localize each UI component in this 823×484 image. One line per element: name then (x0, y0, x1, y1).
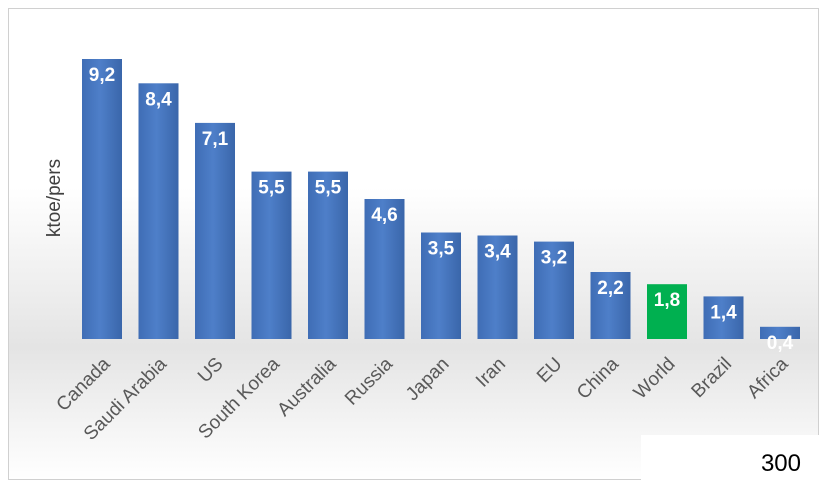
data-label-australia: 5,5 (315, 178, 342, 199)
data-label-canada: 9,2 (89, 65, 115, 86)
bar-africa (760, 326, 800, 339)
category-label-eu: EU (533, 354, 567, 388)
category-label-japan: Japan (402, 354, 453, 405)
bar-labels: 9,2 8,4 7,1 5,5 5,5 4,6 3,5 3,4 3,2 2,2 1,8 1,4 0,4 (89, 65, 794, 354)
bar-eu (534, 241, 574, 339)
data-label-brazil: 1,4 (710, 302, 737, 323)
bar-south-korea (251, 171, 292, 339)
data-label-russia: 4,6 (371, 205, 397, 226)
category-label-iran: Iran (472, 354, 510, 392)
bar-russia (364, 199, 405, 339)
category-label-us: US (194, 354, 228, 388)
bar-australia (308, 171, 348, 339)
data-label-us: 7,1 (202, 129, 229, 150)
bar-iran (477, 235, 518, 339)
data-label-china: 2,2 (597, 278, 623, 299)
data-label-japan: 3,5 (428, 239, 455, 260)
category-label-brazil: Brazil (688, 354, 736, 402)
bar-china (590, 272, 631, 339)
bar-saudi-arabia (138, 83, 179, 339)
data-label-world: 1,8 (654, 290, 680, 311)
category-label-china: China (573, 353, 623, 403)
y-axis-title: ktoe/pers (44, 159, 65, 237)
bar-us (195, 122, 235, 340)
data-label-saudi-arabia: 8,4 (145, 89, 172, 110)
bar-world (647, 284, 687, 339)
category-label-russia: Russia (341, 353, 397, 409)
page-number-box: 300 (641, 435, 819, 484)
data-label-south-korea: 5,5 (258, 178, 285, 199)
bars (82, 59, 800, 340)
category-label-australia: Australia (273, 353, 340, 420)
bar-brazil (703, 296, 744, 339)
data-label-eu: 3,2 (541, 248, 567, 269)
bar-japan (421, 232, 461, 339)
category-label-world: World (630, 354, 680, 404)
data-label-africa: 0,4 (767, 333, 794, 354)
category-label-africa: Africa (743, 353, 792, 402)
page-number: 300 (760, 450, 801, 477)
data-label-iran: 3,4 (484, 242, 511, 263)
bar-canada (82, 59, 122, 339)
